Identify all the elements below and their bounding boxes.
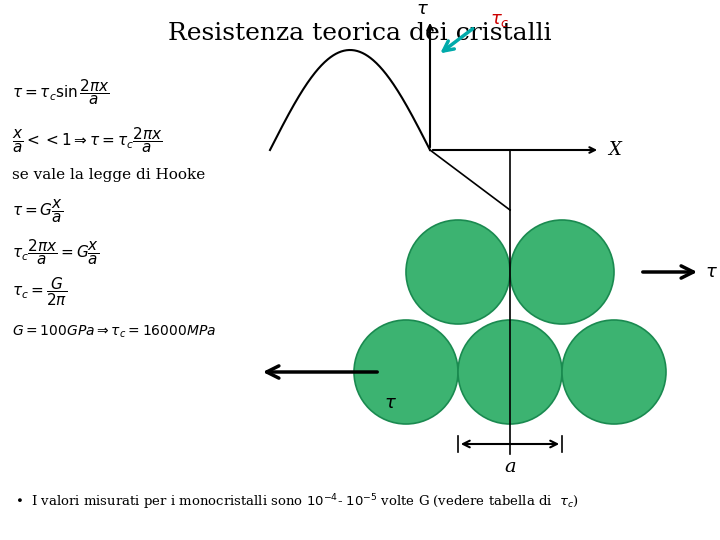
Text: se vale la legge di Hooke: se vale la legge di Hooke [12,168,205,182]
Text: $\tau_c$: $\tau_c$ [490,11,510,29]
Text: $G = 100GPa \Rightarrow \tau_c = 16000MPa$: $G = 100GPa \Rightarrow \tau_c = 16000MP… [12,324,216,340]
Text: $\tau$: $\tau$ [415,0,428,18]
Circle shape [354,320,458,424]
Text: $\tau_c = \dfrac{G}{2\pi}$: $\tau_c = \dfrac{G}{2\pi}$ [12,275,67,308]
Text: $\tau = G\dfrac{x}{a}$: $\tau = G\dfrac{x}{a}$ [12,199,63,225]
Circle shape [562,320,666,424]
Circle shape [406,220,510,324]
Text: $\tau = \tau_c \sin\dfrac{2\pi x}{a}$: $\tau = \tau_c \sin\dfrac{2\pi x}{a}$ [12,77,109,107]
Text: a: a [504,458,516,476]
Text: $\tau_c \dfrac{2\pi x}{a} = G\dfrac{x}{a}$: $\tau_c \dfrac{2\pi x}{a} = G\dfrac{x}{a… [12,237,99,267]
Text: $\tau$: $\tau$ [384,394,397,412]
Text: Resistenza teorica dei cristalli: Resistenza teorica dei cristalli [168,22,552,45]
Text: $\dfrac{x}{a} << 1 \Rightarrow \tau = \tau_c \dfrac{2\pi x}{a}$: $\dfrac{x}{a} << 1 \Rightarrow \tau = \t… [12,125,163,155]
Circle shape [458,320,562,424]
Text: X: X [608,141,621,159]
Text: $\tau$: $\tau$ [705,263,718,281]
Circle shape [510,220,614,324]
Text: •  I valori misurati per i monocristalli sono $10^{-4}$- $10^{-5}$ volte G (vede: • I valori misurati per i monocristalli … [15,492,579,512]
